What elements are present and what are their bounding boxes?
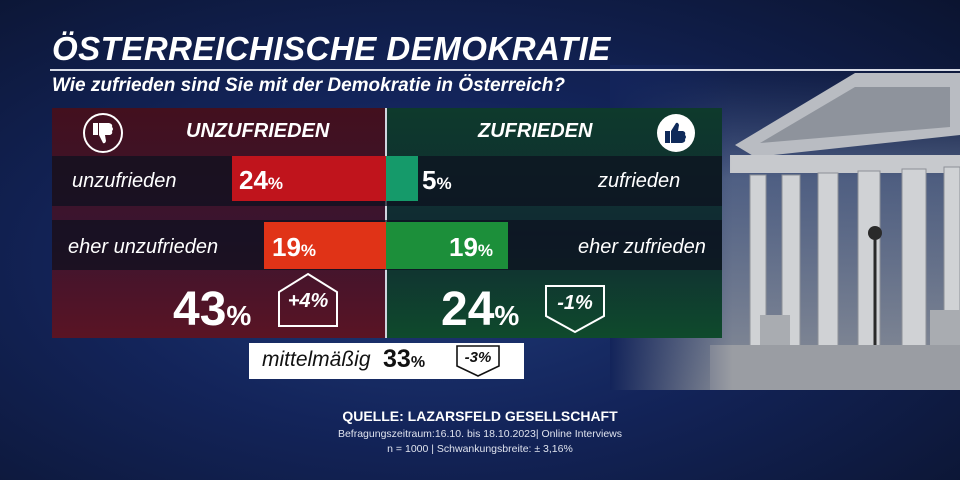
subtitle: Wie zufrieden sind Sie mit der Demokrati… <box>52 75 565 96</box>
source-period: Befragungszeitraum:16.10. bis 18.10.2023… <box>337 428 623 440</box>
bar-unzufrieden <box>232 156 386 201</box>
label-unzufrieden: unzufrieden <box>72 170 177 192</box>
bar-zufrieden <box>386 156 418 201</box>
total-zufrieden: 24% <box>441 283 520 336</box>
thumbs-down-icon <box>83 113 123 153</box>
value-eher-zufrieden: 19% <box>449 232 494 262</box>
thumbs-up-icon <box>657 114 695 152</box>
page-title: ÖSTERREICHISCHE DEMOKRATIE <box>52 30 611 67</box>
change-down-indicator <box>545 285 605 334</box>
value-unzufrieden: 24% <box>239 165 284 195</box>
change-unzufrieden: +4% <box>287 290 329 312</box>
label-mittelmaessig: mittelmäßig <box>262 348 371 371</box>
change-zufrieden: -1% <box>557 292 593 314</box>
value-eher-unzufrieden: 19% <box>272 232 317 262</box>
label-eher-unzufrieden: eher unzufrieden <box>68 236 219 258</box>
label-eher-zufrieden: eher zufrieden <box>578 236 706 258</box>
source-sample: n = 1000 | Schwankungsbreite: ± 3,16% <box>387 443 573 455</box>
change-mittel-indicator <box>456 345 500 377</box>
unzufrieden-header: UNZUFRIEDEN <box>186 120 330 142</box>
bar-eher-zufrieden <box>386 222 508 269</box>
value-zufrieden: 5% <box>422 165 452 195</box>
mittelmaessig-box <box>249 343 524 379</box>
value-mittelmaessig: 33% <box>383 345 426 373</box>
change-mittelmaessig: -3% <box>464 349 492 366</box>
label-zufrieden: zufrieden <box>598 170 681 192</box>
zufrieden-header: ZUFRIEDEN <box>478 120 593 142</box>
total-unzufrieden: 43% <box>173 283 252 336</box>
bar-eher-unzufrieden <box>264 222 386 269</box>
source-title: QUELLE: LAZARSFELD GESELLSCHAFT <box>342 408 618 424</box>
change-up-indicator <box>278 272 338 327</box>
title-rule <box>50 69 960 71</box>
